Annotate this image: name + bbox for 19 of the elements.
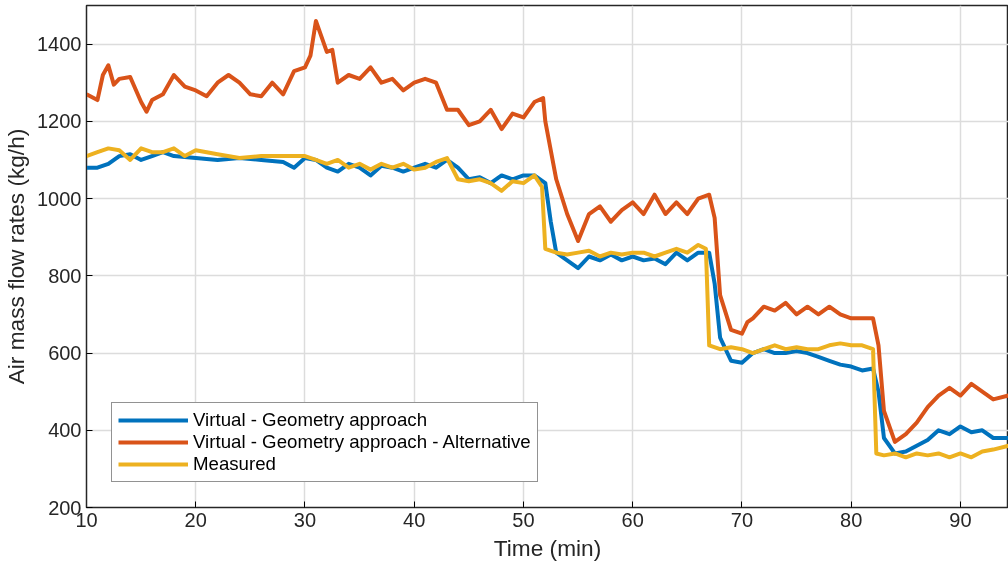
y-tick-label: 1400 bbox=[37, 33, 82, 56]
y-tick-label: 1200 bbox=[37, 110, 82, 133]
x-axis-title: Time (min) bbox=[493, 534, 602, 561]
x-tick-label: 30 bbox=[293, 508, 317, 531]
x-tick-label: 90 bbox=[949, 508, 972, 531]
x-tick-label: 50 bbox=[512, 508, 535, 531]
legend-label: Virtual - Geometry approach - Alternative bbox=[193, 431, 531, 453]
legend-label: Measured bbox=[193, 453, 276, 475]
x-tick-label: 70 bbox=[730, 508, 754, 531]
x-tick-label: 60 bbox=[621, 508, 644, 531]
x-tick-label: 20 bbox=[184, 508, 207, 531]
y-tick-label: 600 bbox=[48, 342, 82, 365]
legend-label: Virtual - Geometry approach bbox=[193, 409, 428, 431]
y-tick-label: 400 bbox=[48, 419, 82, 442]
x-tick-label: 80 bbox=[840, 508, 863, 531]
y-tick-label: 1000 bbox=[37, 187, 82, 210]
y-tick-label: 800 bbox=[48, 264, 82, 287]
y-axis-title: Air mass flow rates (kg/h) bbox=[3, 128, 30, 385]
x-tick-label: 40 bbox=[403, 508, 426, 531]
